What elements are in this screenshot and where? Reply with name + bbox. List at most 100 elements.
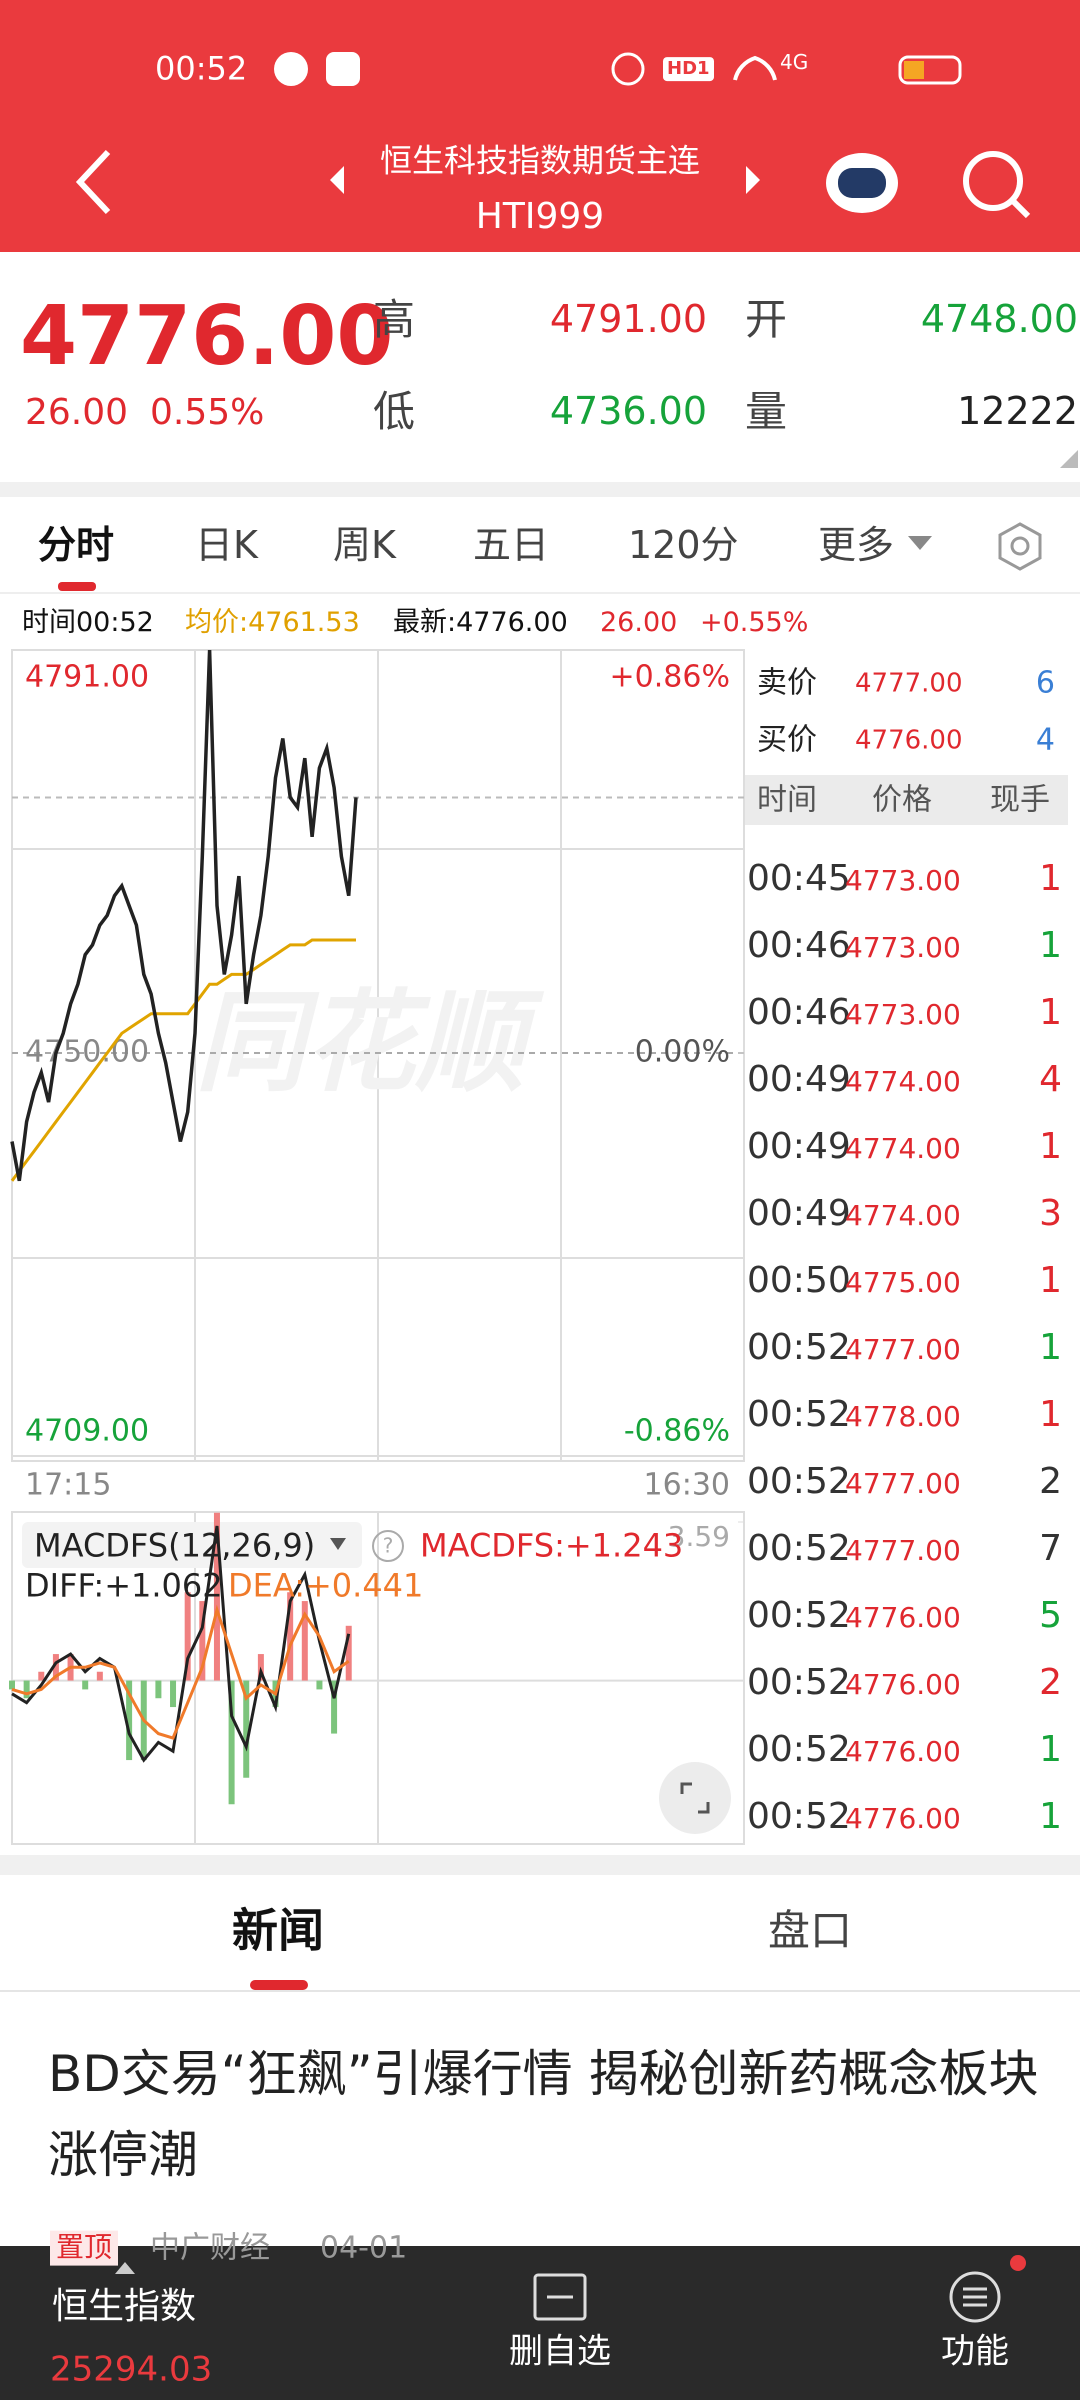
remove-watchlist[interactable]: 删自选 xyxy=(509,2331,611,2372)
trade-volume: 1 xyxy=(1039,1394,1062,1435)
trade-price: 4775.00 xyxy=(845,1266,961,1299)
settings-icon[interactable] xyxy=(998,522,1042,571)
x-tick-label: 17:15 xyxy=(25,1468,111,1503)
tab[interactable]: 更多 xyxy=(818,523,895,568)
trade-volume: 1 xyxy=(1039,925,1062,966)
legend-entry: DEA:+0.441 xyxy=(228,1566,424,1605)
trade-volume: 1 xyxy=(1039,992,1062,1033)
price-change: 26.00 xyxy=(25,392,129,434)
trade-price: 4778.00 xyxy=(845,1400,961,1433)
trades-header: 价格 xyxy=(872,783,932,818)
news-tab[interactable]: 盘口 xyxy=(767,1905,853,1955)
search-icon[interactable] xyxy=(963,151,1023,211)
macd-bar xyxy=(23,1680,30,1699)
trade-volume: 7 xyxy=(1039,1528,1062,1569)
tab[interactable]: 五日 xyxy=(473,523,550,568)
news-tab[interactable]: 新闻 xyxy=(232,1903,324,1958)
settings-icon xyxy=(1010,536,1030,556)
trade-time: 00:52 xyxy=(747,1796,851,1837)
trade-volume: 1 xyxy=(1039,1126,1062,1167)
more-arrow xyxy=(908,536,932,550)
info-time: 时间00:52 xyxy=(22,607,154,639)
legend-entry: DIFF:+1.062 xyxy=(25,1566,223,1605)
trade-price: 4773.00 xyxy=(845,998,961,1031)
book-volume: 4 xyxy=(1036,723,1055,758)
trade-price: 4774.00 xyxy=(845,1199,961,1232)
news-headline[interactable]: BD交易“狂飙”引爆行情 揭秘创新药概念板块涨停潮 xyxy=(48,2045,1039,2184)
news-tag: 置顶 xyxy=(50,2230,119,2266)
trade-time: 00:49 xyxy=(747,1059,851,1100)
trade-volume: 1 xyxy=(1039,858,1062,899)
y-tick-label: 4709.00 xyxy=(25,1414,149,1449)
expand-button[interactable] xyxy=(659,1762,731,1834)
trades-header: 时间 xyxy=(757,783,817,818)
battery-level xyxy=(904,61,924,79)
index-value: 25294.03 xyxy=(50,2349,213,2390)
macd-bar xyxy=(82,1680,89,1690)
indicator-select[interactable] xyxy=(22,1522,362,1568)
open-label: 开 xyxy=(745,294,788,344)
macd-bar xyxy=(126,1680,133,1761)
functions-icon xyxy=(963,2287,987,2307)
tab[interactable]: 分时 xyxy=(38,523,115,568)
trade-price: 4773.00 xyxy=(845,864,961,897)
volume-label: 量 xyxy=(745,386,788,436)
tab-indicator xyxy=(58,582,96,591)
status-hd: HD1 xyxy=(663,57,714,81)
price-line xyxy=(10,649,358,1182)
y-tick-label: 3.59 xyxy=(668,1520,730,1553)
trade-time: 00:52 xyxy=(747,1729,851,1770)
tab[interactable]: 日K xyxy=(195,523,258,568)
indicator-title[interactable]: MACDFS(12,26,9) xyxy=(34,1526,316,1565)
macd-line xyxy=(11,1525,351,1763)
trade-volume: 5 xyxy=(1039,1595,1062,1636)
trade-time: 00:52 xyxy=(747,1394,851,1435)
macd-bar xyxy=(170,1680,177,1708)
divider xyxy=(0,1855,1080,1875)
macd-bar xyxy=(345,1625,352,1681)
macd-bar xyxy=(331,1680,338,1734)
macd-bar xyxy=(301,1601,308,1681)
book-volume: 6 xyxy=(1036,666,1055,701)
expand-arrow xyxy=(115,2262,135,2274)
back-icon[interactable] xyxy=(75,149,111,215)
remove-icon[interactable] xyxy=(533,2273,587,2321)
functions-icon[interactable] xyxy=(949,2271,1001,2323)
macd-bar xyxy=(52,1654,59,1681)
macd-line xyxy=(11,1604,350,1740)
trade-volume: 2 xyxy=(1039,1461,1062,1502)
status-time: 00:52 xyxy=(155,49,248,88)
trade-price: 4776.00 xyxy=(845,1601,961,1634)
prev-icon[interactable] xyxy=(330,166,344,194)
high-value: 4791.00 xyxy=(549,297,707,342)
app-icon xyxy=(326,52,360,86)
trades-header-bg xyxy=(745,775,1068,825)
functions[interactable]: 功能 xyxy=(941,2331,1009,2372)
low-label: 低 xyxy=(373,386,416,436)
tab[interactable]: 周K xyxy=(333,523,396,568)
book-label: 卖价 xyxy=(757,666,817,701)
macd-bar xyxy=(287,1592,294,1681)
trade-volume: 1 xyxy=(1039,1729,1062,1770)
help-icon[interactable] xyxy=(372,1530,404,1562)
index-name[interactable]: 恒生指数 xyxy=(52,2286,197,2328)
trade-time: 00:46 xyxy=(747,992,851,1033)
app-icon xyxy=(274,52,308,86)
macd-bar xyxy=(38,1671,45,1681)
trade-price: 4773.00 xyxy=(845,931,961,964)
trade-time: 00:52 xyxy=(747,1461,851,1502)
next-icon[interactable] xyxy=(746,166,760,194)
x-tick-label: 16:30 xyxy=(644,1468,730,1503)
trade-time: 00:50 xyxy=(747,1260,851,1301)
battery xyxy=(898,55,962,85)
trade-time: 00:52 xyxy=(747,1327,851,1368)
trade-time: 00:52 xyxy=(747,1528,851,1569)
tab[interactable]: 120分 xyxy=(628,523,739,568)
trade-price: 4776.00 xyxy=(845,1668,961,1701)
low-value: 4736.00 xyxy=(549,389,707,434)
y2-tick-label: 0.00% xyxy=(635,1035,730,1070)
trade-price: 4777.00 xyxy=(845,1467,961,1500)
trade-volume: 1 xyxy=(1039,1260,1062,1301)
